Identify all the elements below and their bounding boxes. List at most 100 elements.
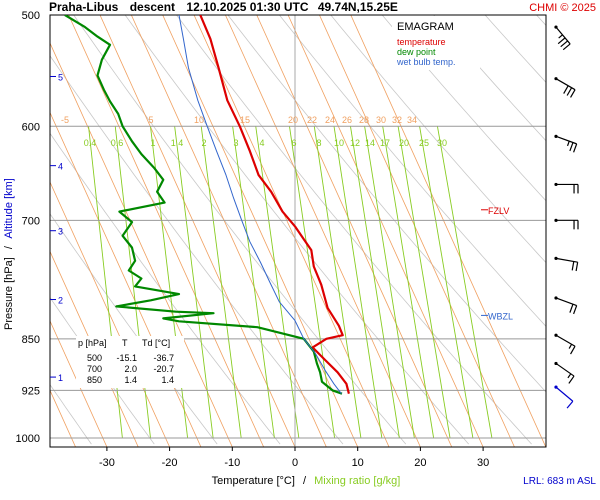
mixing-ratio-label: 25 (419, 138, 429, 148)
wind-barb-flag (562, 43, 571, 51)
x-axis-title-mixing: Mixing ratio [g/kg] (314, 475, 400, 487)
mixing-ratio-label: 10 (334, 138, 344, 148)
temperature-tick-label: 0 (292, 457, 298, 469)
wind-barb-flag (566, 140, 570, 147)
pressure-tick-label: 850 (22, 334, 40, 346)
dry-adiabat (176, 15, 532, 445)
lrl-note: LRL: 683 m ASL (523, 476, 596, 487)
table-header-td: Td [°C] (142, 338, 170, 348)
wind-barb (554, 333, 576, 355)
wind-barb-flag (569, 303, 574, 313)
altitude-tick-label: 4 (58, 162, 63, 172)
mixing-ratio-line (313, 126, 362, 439)
isotherm-label: 32 (392, 115, 402, 125)
isotherm-line (50, 42, 233, 447)
dry-adiabat (330, 15, 546, 264)
mixing-ratio-line (436, 126, 493, 439)
isotherm-line (319, 15, 515, 447)
chart-title: Praha-Libus descent 12.10.2025 01:30 UTC… (49, 0, 398, 14)
sounding-datetime: 12.10.2025 01:30 UTC (186, 0, 308, 14)
mixing-ratio-line (88, 126, 123, 439)
credit-text: CHMI © 2025 (529, 2, 596, 14)
y-axis-title: Pressure [hPa] / Altitude [km] (3, 178, 15, 330)
altitude-tick-label: 3 (58, 227, 63, 237)
isotherm-line (50, 319, 108, 447)
legend: EMAGRAM temperature dew point wet bulb t… (392, 16, 480, 70)
grid (49, 14, 547, 451)
isotherm-label: 22 (307, 115, 317, 125)
wind-barb-shaft (555, 135, 577, 145)
y-axis-title-sep: / (3, 245, 15, 249)
temperature-tick-label: 20 (414, 457, 426, 469)
wind-barb-flag (566, 87, 573, 96)
wind-barb-shaft (555, 297, 577, 307)
pressure-tick-label: 600 (22, 121, 40, 133)
mixing-ratio-label: 14 (365, 138, 375, 148)
isotherm-label: -5 (61, 115, 69, 125)
legend-dewpoint: dew point (397, 47, 436, 57)
mixing-ratio-line (174, 126, 214, 439)
isotherm-line (68, 15, 265, 447)
table-cell: 2.0 (124, 364, 137, 374)
wind-barb (554, 361, 575, 384)
pressure-tick-label: 1000 (16, 433, 40, 445)
dry-adiabat (578, 0, 600, 444)
mixing-ratio-label: 20 (399, 138, 409, 148)
mixing-ratio-label: 1.4 (171, 138, 184, 148)
wind-barb-flag (575, 262, 579, 272)
series-wetbulb (178, 15, 342, 395)
station-coords: 49.74N,15.25E (318, 0, 398, 14)
wind-barb-flag (570, 345, 576, 355)
isotherm-line (99, 15, 296, 447)
temperature-tick-label: -10 (224, 457, 240, 469)
table-cell: -15.1 (116, 353, 137, 363)
table-cell: 1.4 (161, 375, 174, 385)
legend-title: EMAGRAM (397, 21, 454, 33)
mixing-ratio-line (333, 126, 383, 439)
mixing-ratio-line (255, 126, 300, 439)
isotherm-label: 28 (359, 115, 369, 125)
dry-adiabat (227, 15, 546, 393)
x-axis-title-temp: Temperature [°C] (212, 475, 295, 487)
pressure-tick-label: 700 (22, 215, 40, 227)
table-cell: 500 (87, 353, 102, 363)
wind-barb-flag (558, 34, 563, 39)
pressure-tick-label: 500 (22, 10, 40, 22)
mixing-ratio-label: 17 (380, 138, 390, 148)
wind-barb-dot (554, 218, 558, 222)
wind-barb-flag (566, 400, 574, 409)
wind-barb-flag (568, 375, 575, 384)
table-header-t: T (122, 338, 128, 348)
wind-barb (554, 385, 574, 409)
dry-adiabat (528, 0, 600, 444)
marker-label-fzlv: FZLV (488, 206, 509, 216)
isotherm-label: 24 (325, 115, 335, 125)
legend-temperature: temperature (397, 37, 446, 47)
wind-barb-flag (568, 343, 573, 349)
wind-barb-dot (554, 25, 558, 29)
wind-barb-flag (569, 142, 574, 152)
wind-barb (554, 256, 579, 272)
mixing-ratio-label: 2 (201, 138, 206, 148)
temperature-tick-label: -20 (162, 457, 178, 469)
wind-barb-flag (567, 373, 572, 379)
wind-barb (554, 182, 579, 194)
dry-adiabat (73, 15, 407, 445)
wind-barb-shaft (555, 386, 574, 402)
station-name: Praha-Libus (49, 0, 119, 14)
dry-adiabat (535, 15, 546, 26)
table-cell: -36.7 (153, 353, 174, 363)
wind-barb-flag (563, 85, 569, 94)
wind-barb-dot (554, 182, 558, 187)
isotherm-label: 5 (148, 115, 153, 125)
temperature-tick-label: 10 (352, 457, 364, 469)
table-cell: 1.4 (124, 375, 137, 385)
wind-barb-dot (554, 256, 558, 260)
x-axis-title: Temperature [°C] / Mixing ratio [g/kg] (212, 475, 401, 487)
series-layer (64, 15, 350, 395)
wind-barb-shaft (555, 26, 571, 45)
isotherm-label: 30 (376, 115, 386, 125)
wind-barb-flag (571, 261, 575, 271)
sounding-mode: descent (130, 0, 175, 14)
mixing-ratio-label: 0.6 (111, 138, 124, 148)
